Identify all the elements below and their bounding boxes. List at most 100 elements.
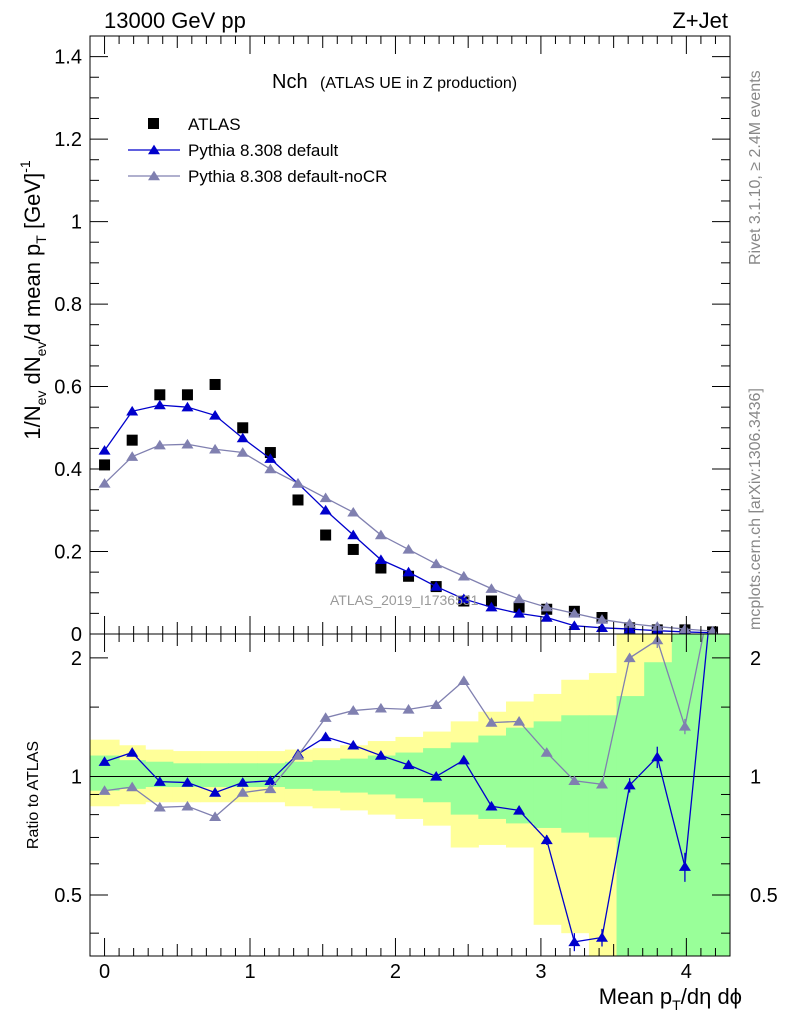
main-point-2-6 [264,463,277,474]
uncertainty-band-green-20 [644,662,673,956]
ratio-point-1-11 [402,704,415,714]
ratio-point-0-14 [485,800,498,811]
ratio-point-1-1 [126,781,139,792]
main-point-1-11 [402,566,415,577]
ratio-point-0-12 [430,771,443,781]
ratio-point-1-3 [181,800,194,811]
ratio-point-1-6 [264,783,277,794]
main-point-2-10 [374,529,387,540]
ratio-point-0-3 [181,777,194,787]
ratio-point-0-6 [264,775,277,785]
ratio-point-1-22 [707,583,719,593]
ratio-point-0-21 [678,861,691,871]
ratio-point-1-18 [596,778,608,789]
legend-marker-2 [148,170,160,181]
ratio-point-0-4 [209,787,222,797]
main-point-atlas-14 [485,595,497,607]
ratio-point-0-18 [596,932,608,942]
main-point-atlas-7 [292,494,304,506]
legend-label-1: Pythia 8.308 default [188,141,339,160]
x-tick-label-1: 1 [244,961,255,983]
main-y-axis-label: 1/Nev dNev/d mean pT [GeV]-1 [17,160,49,440]
main-point-2-0 [98,478,111,488]
uncertainty-band-green-4 [200,763,229,788]
ratio-point-1-17 [568,775,581,785]
main-point-atlas-2 [154,389,166,401]
main-y-tick-label-3: 0.6 [54,377,82,399]
uncertainty-band-green-16 [533,721,562,828]
main-point-2-1 [126,451,139,461]
ratio-point-0-20 [651,751,664,762]
ratio-point-0-5 [236,777,249,787]
main-point-1-2 [153,399,166,410]
main-point-1-10 [374,554,387,564]
main-point-atlas-5 [237,422,249,434]
main-point-2-4 [209,443,222,454]
main-point-atlas-4 [209,378,221,390]
ratio-y-axis-label: Ratio to ATLAS [25,741,42,849]
uncertainty-band-green-10 [367,755,396,795]
main-point-2-21 [678,623,691,634]
chart-subtitle: (ATLAS UE in Z production) [320,75,517,92]
main-point-atlas-6 [264,447,276,459]
main-point-2-7 [292,478,304,488]
main-point-2-16 [540,601,553,612]
main-point-1-15 [513,607,526,618]
ratio-point-1-12 [430,699,443,710]
ratio-point-0-10 [374,750,387,760]
main-point-1-5 [236,432,249,443]
ratio-point-1-2 [153,801,166,812]
ratio-point-1-10 [374,702,387,713]
ratio-y-tick-label-right-1: 1 [750,766,761,788]
uncertainty-band-green-11 [395,752,424,799]
ratio-point-1-16 [540,747,553,757]
main-point-2-5 [236,447,249,457]
main-point-atlas-1 [126,434,138,446]
main-y-tick-label-0: 0 [71,624,82,646]
ratio-point-1-9 [347,705,360,715]
ratio-point-0-8 [319,731,332,742]
main-point-2-20 [651,621,664,631]
ratio-point-0-22 [707,583,719,593]
main-point-1-8 [319,504,332,515]
rivet-version-label: Rivet 3.1.10, ≥ 2.4M events [747,70,764,265]
legend: ATLAS Pythia 8.308 default Pythia 8.308 de… [128,115,387,186]
ratio-y-tick-label-right-0: 0.5 [750,885,778,907]
ratio-point-1-21 [678,720,691,731]
uncertainty-band-green-5 [228,763,258,788]
watermark: ATLAS_2019_I1736531 [330,592,479,608]
main-point-atlas-9 [347,543,359,555]
ratio-point-1-0 [98,785,111,795]
ratio-point-0-0 [98,756,111,766]
main-point-2-8 [319,492,332,503]
ratio-y-tick-label-left-1: 1 [71,766,82,788]
main-point-2-11 [402,544,415,554]
ratio-point-0-13 [457,754,470,765]
main-point-2-18 [596,614,608,624]
main-point-2-14 [485,583,498,593]
main-panel: 0 0.2 0.4 0.6 0.8 1 1.2 1.4 Nch (ATLAS UE in Z … [17,35,731,646]
ratio-point-0-1 [126,747,139,757]
main-y-tick-label-7: 1.4 [54,47,82,69]
ratio-y-tick-label-right-2: 2 [750,648,761,670]
ratio-point-1-5 [236,787,249,797]
ratio-point-1-13 [457,675,470,685]
main-point-atlas-15 [513,601,525,613]
main-point-2-19 [623,618,636,628]
main-y-tick-label-1: 0.2 [54,542,82,564]
ratio-point-1-19 [623,652,636,663]
x-tick-label-4: 4 [681,961,692,983]
ratio-point-1-15 [513,715,526,726]
main-panel-frame [89,35,731,635]
uncertainty-band-green-19 [616,696,645,956]
uncertainty-band-green-8 [312,760,341,791]
main-point-1-9 [347,529,360,540]
legend-label-2: Pythia 8.308 default-noCR [188,167,387,186]
main-point-atlas-3 [181,389,193,401]
main-point-1-3 [181,401,194,412]
main-point-1-6 [264,453,277,463]
ratio-point-1-14 [485,717,498,727]
ratio-y-tick-label-left-0: 0.5 [54,885,82,907]
ratio-point-0-17 [568,936,581,947]
